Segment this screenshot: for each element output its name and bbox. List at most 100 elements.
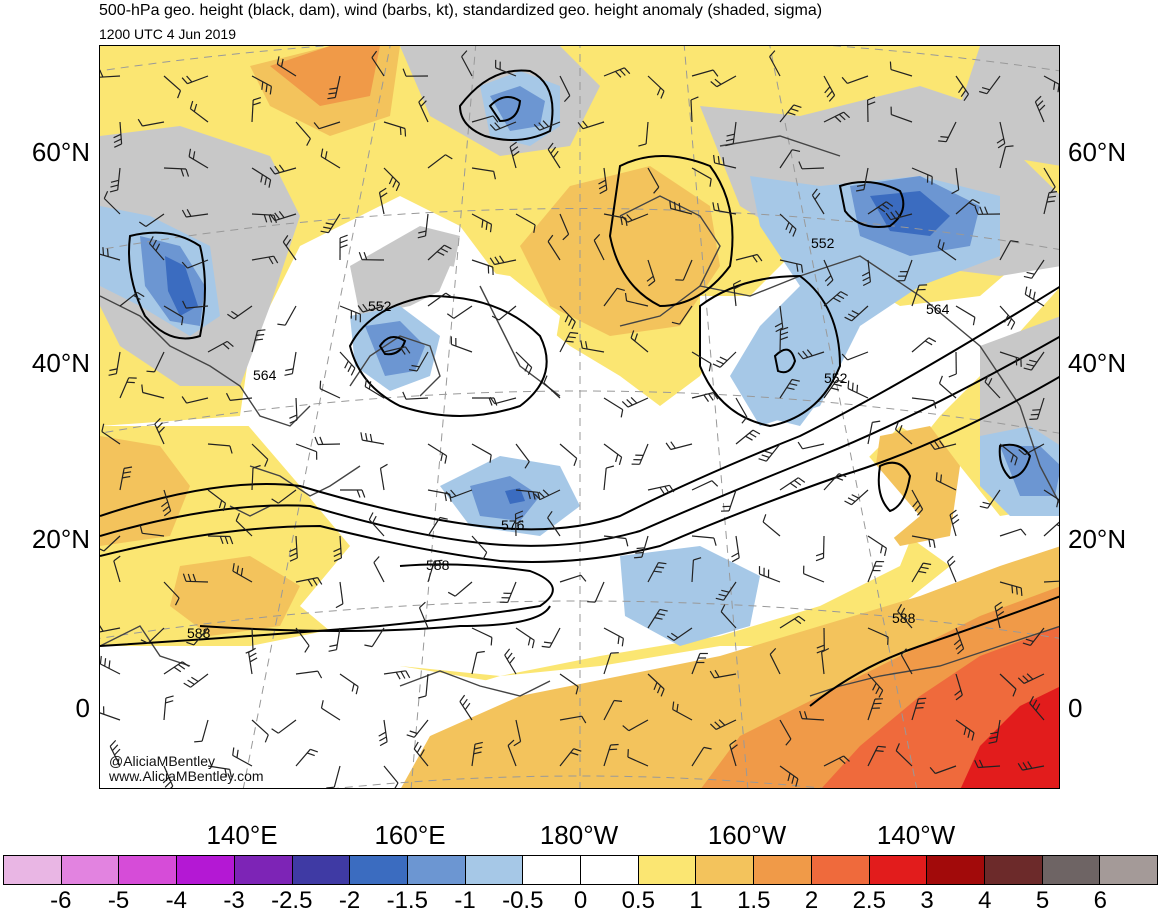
contour-label: 564 <box>926 301 950 317</box>
wind-barb-feather <box>857 385 858 393</box>
wind-barb-feather <box>948 556 954 562</box>
wind-barb-feather <box>940 376 943 384</box>
lon-label: 180°W <box>540 820 618 851</box>
wind-barb <box>824 536 825 558</box>
wind-barb <box>948 562 957 582</box>
colorbar-tick-label: -2 <box>339 887 360 915</box>
wind-barb-feather <box>1025 287 1027 295</box>
wind-barb <box>296 398 297 420</box>
valid-time: 1200 UTC 4 Jun 2019 <box>99 26 236 42</box>
wind-barb <box>560 674 578 687</box>
wind-barb-feather <box>936 472 937 480</box>
colorbar-tick-label: -3 <box>223 887 244 915</box>
wind-barb-feather <box>1032 410 1040 411</box>
wind-barb-feather <box>917 703 925 704</box>
wind-barb-feather <box>938 141 946 142</box>
colorbar-tick-label: -6 <box>50 887 71 915</box>
wind-barb-feather <box>277 324 285 325</box>
colorbar-cell <box>4 856 62 884</box>
lat-label-right: 40°N <box>1068 348 1126 379</box>
wind-barb-feather <box>103 247 104 255</box>
wind-barb-feather <box>704 395 709 402</box>
lat-label-left: 40°N <box>0 348 90 379</box>
colorbar-cell <box>581 856 639 884</box>
wind-barb-feather <box>1017 587 1018 595</box>
colorbar-cell <box>985 856 1043 884</box>
wind-barb-feather <box>925 341 932 345</box>
wind-barb-feather <box>1008 319 1012 326</box>
wind-barb-feather <box>622 401 628 407</box>
lat-label-left: 60°N <box>0 137 90 168</box>
colorbar-tick-label: 4 <box>978 887 991 915</box>
wind-barb <box>912 338 929 352</box>
colorbar-cell <box>177 856 235 884</box>
colorbar <box>3 855 1158 885</box>
wind-barb-feather <box>434 560 442 561</box>
colorbar-tick-label: 0 <box>574 887 587 915</box>
wind-barb-feather <box>329 650 337 652</box>
wind-barb-feather <box>491 637 492 645</box>
colorbar-tick-label: 5 <box>1036 887 1049 915</box>
wind-barb-feather <box>953 519 959 524</box>
wind-barb-feather <box>1024 276 1032 278</box>
lat-label-left: 0 <box>0 693 90 724</box>
colorbar-cell <box>408 856 466 884</box>
wind-barb-feather <box>510 657 515 663</box>
wind-barb-feather <box>918 698 926 699</box>
wind-barb-feather <box>147 371 155 372</box>
credit-website[interactable]: www.AliciaMBentley.com <box>109 768 264 784</box>
wind-barb-feather <box>340 245 348 248</box>
lat-label-right: 20°N <box>1068 524 1126 555</box>
colorbar-tick-label: 2.5 <box>853 887 886 915</box>
wind-barb-feather <box>916 708 924 709</box>
wind-barb-feather <box>929 539 930 547</box>
wind-barb-feather <box>637 548 645 549</box>
wind-barb-feather <box>929 338 936 342</box>
colorbar-cell <box>1043 856 1101 884</box>
wind-barb-feather <box>194 741 202 742</box>
wind-barb-feather <box>634 557 642 558</box>
map-panel[interactable]: 552 552 564 552 564 576 588 588 588 <box>99 45 1060 789</box>
lat-label-left: 20°N <box>0 524 90 555</box>
wind-barb-feather <box>329 645 337 647</box>
wind-barb-feather <box>949 374 957 377</box>
wind-barb <box>406 398 428 399</box>
colorbar-cell <box>927 856 985 884</box>
lon-label: 160°E <box>374 820 445 851</box>
wind-barb-feather <box>631 397 637 403</box>
colorbar-cell <box>62 856 120 884</box>
wind-barb-feather <box>320 381 321 389</box>
wind-barb <box>285 306 296 325</box>
wind-barb-feather <box>394 783 398 789</box>
colorbar-tick-label: 1 <box>689 887 702 915</box>
wind-barb-feather <box>934 540 935 548</box>
wind-barb <box>544 383 560 398</box>
wind-barb-feather <box>611 745 619 746</box>
wind-barb <box>208 536 230 537</box>
wind-barb-feather <box>326 787 334 788</box>
colorbar-tick-label: -0.5 <box>502 887 543 915</box>
wind-barb <box>1044 521 1060 536</box>
wind-barb-feather <box>627 399 633 405</box>
wind-barb-feather <box>1027 272 1035 274</box>
wind-barb <box>340 306 360 314</box>
colorbar-tick-label: 0.5 <box>622 887 655 915</box>
wind-barb-feather <box>359 252 362 260</box>
colorbar-tick-label: 2 <box>805 887 818 915</box>
wind-barb-feather <box>941 475 942 483</box>
wind-barb-feather <box>340 240 348 243</box>
contour-label: 552 <box>824 370 848 386</box>
wind-barb-feather <box>885 548 887 556</box>
credit-handle: @AliciaMBentley <box>109 753 215 769</box>
wind-barb-feather <box>289 415 296 418</box>
wind-barb-feather <box>872 421 880 422</box>
wind-barb <box>604 398 623 410</box>
wind-barb-feather <box>405 129 406 137</box>
wind-barb-feather <box>878 746 886 747</box>
lat-label-right: 60°N <box>1068 137 1126 168</box>
colorbar-cell <box>754 856 812 884</box>
wind-barb-feather <box>709 394 714 401</box>
wind-barb-feather <box>348 365 352 372</box>
colorbar-cell <box>870 856 928 884</box>
